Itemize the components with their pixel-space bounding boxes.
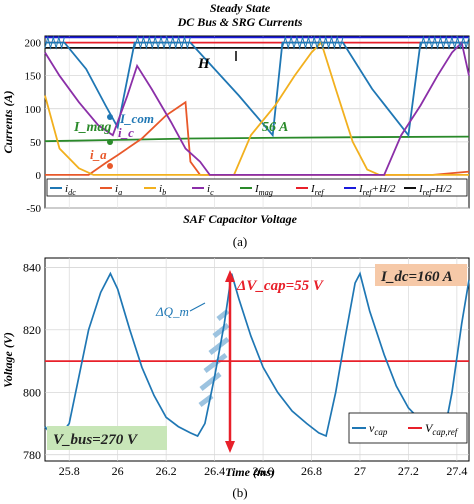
i-mag-value: 56 A: [262, 120, 288, 135]
i-a-marker: [107, 163, 113, 169]
i-com-marker: [107, 114, 113, 120]
idc-label: I_dc=160 A: [380, 269, 453, 285]
dq-label: ΔQ_m: [155, 304, 189, 319]
x-tick-label: 27.4: [446, 464, 467, 478]
i-c-label: i_c: [118, 125, 134, 140]
x-tick-label: 25.8: [59, 464, 80, 478]
panel-a-figure-label: (a): [233, 234, 247, 249]
i-mag-label: I_mag: [73, 120, 111, 135]
y-tick-label: 780: [23, 448, 41, 462]
i-a-label: i_a: [90, 147, 107, 162]
y-tick-label: 50: [30, 137, 42, 149]
y-tick-label: 100: [25, 104, 42, 116]
panel-b-title: SAF Capacitor Voltage: [183, 212, 297, 226]
panel-b-figure-label: (b): [232, 485, 247, 500]
i-com-label: I_com: [119, 111, 154, 126]
x-tick-label: 27.2: [398, 464, 419, 478]
y-tick-label: 200: [25, 38, 42, 50]
x-tick-label: 26.2: [156, 464, 177, 478]
y-tick-label: 0: [36, 170, 42, 182]
y-tick-label: 820: [23, 323, 41, 337]
panel-b-ylabel: Voltage (V): [1, 332, 15, 388]
x-tick-label: 26: [112, 464, 124, 478]
y-tick-label: 150: [25, 71, 42, 83]
x-tick-label: 26.8: [301, 464, 322, 478]
panel-b-y-ticks: 780 800 820 840: [23, 260, 41, 461]
x-tick-label: 27: [354, 464, 366, 478]
panel-a-ylabel: Currents (A): [1, 90, 15, 153]
i-mag-marker: [107, 139, 113, 145]
panel-a-y-ticks: -50 0 50 100 150 200: [25, 38, 42, 215]
panel-a-subtitle: DC Bus & SRG Currents: [177, 15, 303, 29]
panel-b-xlabel: Time (ms): [225, 465, 275, 479]
band-label: H: [197, 56, 211, 72]
dv-cap-label: ΔV_cap=55 V: [236, 278, 325, 294]
vbus-label: V_bus=270 V: [53, 432, 139, 448]
x-tick-label: 26.4: [204, 464, 225, 478]
y-tick-label: 800: [23, 385, 41, 399]
panel-a-title: Steady State: [210, 1, 271, 15]
y-tick-label: -50: [26, 203, 41, 215]
panel-b: SAF Capacitor Voltage 780 800 820 840 25.8 2…: [1, 212, 469, 500]
y-tick-label: 840: [23, 260, 41, 274]
